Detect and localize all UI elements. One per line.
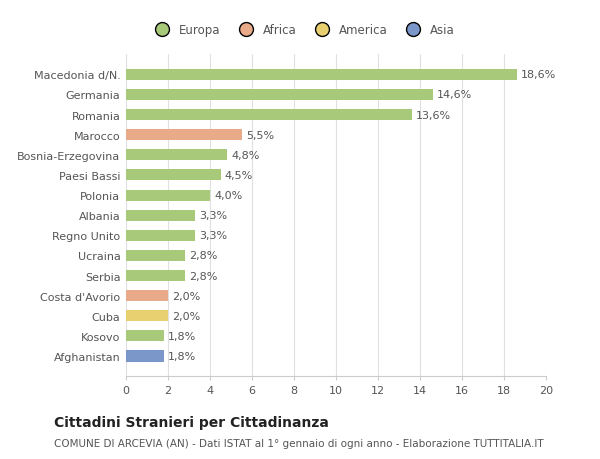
Bar — [126, 70, 517, 81]
Text: 4,5%: 4,5% — [224, 171, 253, 180]
Bar — [126, 230, 196, 241]
Legend: Europa, Africa, America, Asia: Europa, Africa, America, Asia — [145, 19, 460, 42]
Text: 2,0%: 2,0% — [172, 311, 200, 321]
Bar — [126, 150, 227, 161]
Text: 1,8%: 1,8% — [168, 331, 196, 341]
Bar — [126, 270, 185, 281]
Text: 2,8%: 2,8% — [189, 251, 217, 261]
Text: 13,6%: 13,6% — [416, 110, 451, 120]
Bar — [126, 210, 196, 221]
Bar — [126, 351, 164, 362]
Bar — [126, 130, 241, 141]
Bar — [126, 110, 412, 121]
Text: 2,0%: 2,0% — [172, 291, 200, 301]
Text: Cittadini Stranieri per Cittadinanza: Cittadini Stranieri per Cittadinanza — [54, 415, 329, 429]
Bar — [126, 250, 185, 262]
Text: 3,3%: 3,3% — [199, 231, 227, 241]
Text: 1,8%: 1,8% — [168, 351, 196, 361]
Text: 14,6%: 14,6% — [437, 90, 472, 100]
Text: 5,5%: 5,5% — [246, 130, 274, 140]
Text: 4,0%: 4,0% — [214, 190, 242, 201]
Bar — [126, 291, 168, 302]
Text: 4,8%: 4,8% — [231, 151, 259, 161]
Bar — [126, 190, 210, 201]
Bar — [126, 330, 164, 341]
Text: 2,8%: 2,8% — [189, 271, 217, 281]
Bar — [126, 311, 168, 322]
Text: 18,6%: 18,6% — [521, 70, 556, 80]
Bar — [126, 170, 221, 181]
Text: COMUNE DI ARCEVIA (AN) - Dati ISTAT al 1° gennaio di ogni anno - Elaborazione TU: COMUNE DI ARCEVIA (AN) - Dati ISTAT al 1… — [54, 438, 544, 448]
Bar — [126, 90, 433, 101]
Text: 3,3%: 3,3% — [199, 211, 227, 221]
